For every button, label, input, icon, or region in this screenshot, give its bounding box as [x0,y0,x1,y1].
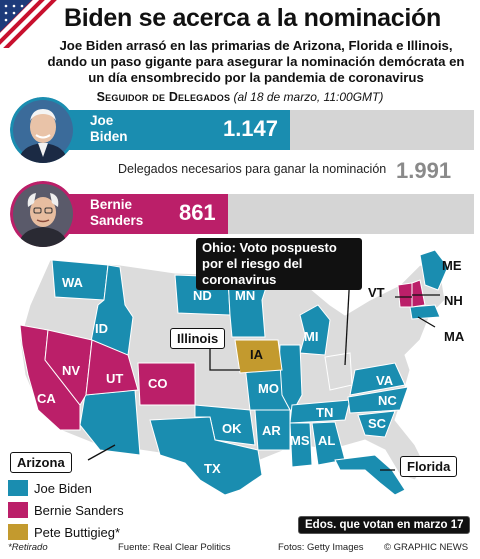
label-ca: CA [37,391,56,406]
footer-credit: © GRAPHIC NEWS [384,542,469,553]
footer-photos: Fotos: Getty Images [278,542,364,553]
bar-sanders-value: 861 [178,200,216,225]
label-mo: MO [258,381,279,396]
label-ok: OK [222,421,242,436]
needed-label: Delegados necesarios para ganar la nomin… [118,162,387,176]
legend-swatch-buttigieg [8,524,28,540]
callout-illinois-text: Illinois [177,331,219,346]
us-flag-icon [0,0,62,48]
state-ut [85,339,139,396]
label-nv: NV [62,363,80,378]
state-ms [289,422,313,468]
label-al: AL [318,433,335,448]
bar-sanders-name: Bernie Sanders [90,197,143,229]
state-ar [254,409,291,451]
legend-swatch-sanders [8,502,28,518]
label-mn: MN [235,288,255,303]
legend-item-buttigieg: Pete Buttigieg* [8,522,124,542]
label-ma: MA [444,329,465,344]
legend-item-sanders: Bernie Sanders [8,500,124,520]
label-tn: TN [316,405,333,420]
state-mi [299,304,331,356]
callout-arizona: Arizona [10,452,72,473]
label-nc: NC [378,393,397,408]
label-vt: VT [368,285,385,300]
state-nh [411,279,426,308]
state-sc [357,410,396,438]
label-id: ID [95,321,108,336]
state-nv [44,329,93,406]
needed-value: 1.991 [396,158,452,183]
label-me: ME [442,258,462,273]
legend-item-biden: Joe Biden [8,478,124,498]
state-ia [234,339,283,374]
bar-sanders-first: Bernie [90,197,133,212]
tracker-label: Seguidor de Delegados [96,90,231,104]
bar-biden-value: 1.147 [222,116,279,141]
legend-label-buttigieg: Pete Buttigieg* [34,524,121,540]
callout-ohio: Ohio: Voto pospuesto por el riesgo del c… [196,238,362,290]
page-title: Biden se acerca a la nominación [64,4,441,32]
callout-ohio-text: Ohio: Voto pospuesto por el riesgo del c… [202,240,337,287]
bar-biden: Joe Biden 1.147 [40,110,291,150]
legend: Joe Biden Bernie Sanders Pete Buttigieg* [8,478,124,544]
footer-source: Fuente: Real Clear Politics [118,542,231,553]
state-vt [397,282,413,308]
label-tx: TX [204,461,221,476]
label-sc: SC [368,416,387,431]
label-wa: WA [62,275,84,290]
legend-swatch-biden [8,480,28,496]
label-nd: ND [193,288,212,303]
bar-biden-name: Joe Biden [90,113,128,145]
avatar-sanders [10,181,76,247]
state-nc [347,386,409,414]
label-ia: IA [250,347,264,362]
footer-note: *Retirado [8,542,48,553]
callout-florida-text: Florida [407,459,451,474]
label-nh: NH [444,293,463,308]
us-map: WA ID ND MN MI IA NV UT CO CA MO OK AR T… [19,249,465,495]
legend-label-biden: Joe Biden [34,480,92,496]
label-ar: AR [262,423,281,438]
state-me [419,249,449,291]
tracker-asof: (al 18 de marzo, 11:00GMT) [233,90,384,104]
state-va [349,362,406,396]
callout-edos: Edos. que votan en marzo 17 [298,516,471,534]
bar-biden-first: Joe [90,113,114,128]
legend-label-sanders: Bernie Sanders [34,502,124,518]
callout-arizona-text: Arizona [17,455,65,470]
avatar-biden [10,97,76,163]
state-az [79,389,141,456]
callout-florida: Florida [400,456,458,477]
label-co: CO [148,376,168,391]
bar-sanders-last: Sanders [90,213,144,228]
callout-illinois: Illinois [170,328,226,349]
bar-biden-last: Biden [90,129,128,144]
label-va: VA [376,373,394,388]
state-tn [289,399,351,424]
page-subtitle: Joe Biden arrasó en las primarias de Ari… [47,38,465,85]
label-ms: MS [290,433,310,448]
state-fl [334,454,406,495]
state-ma [409,304,441,320]
callout-edos-text: Edos. que votan en marzo 17 [305,519,464,531]
state-co [137,362,196,406]
label-mi: MI [304,329,318,344]
label-ut: UT [106,371,123,386]
tracker-heading: Seguidor de Delegados (al 18 de marzo, 1… [0,90,480,104]
state-tx [149,416,263,495]
state-oh [324,352,353,391]
